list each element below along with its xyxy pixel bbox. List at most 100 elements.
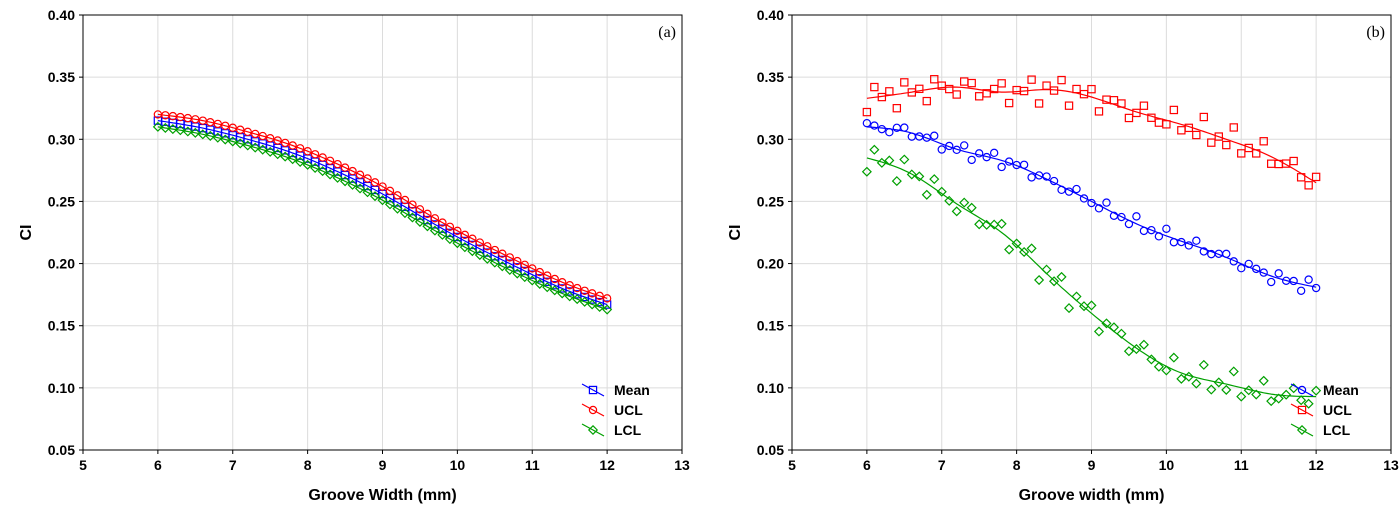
y-tick-label: 0.05 [757, 442, 784, 458]
data-point-ucl [1192, 130, 1201, 140]
data-point-lcl [519, 271, 530, 283]
data-point-lcl [272, 149, 283, 160]
data-point-ucl [1019, 86, 1029, 96]
data-point-lcl [362, 187, 373, 198]
x-tick-label: 6 [154, 457, 162, 473]
data-point-lcl [572, 294, 583, 305]
data-point-lcl [332, 172, 343, 183]
data-point-lcl [167, 124, 178, 135]
data-point-lcl [504, 264, 515, 275]
data-point-lcl [602, 304, 613, 315]
data-point-lcl [1251, 389, 1262, 400]
data-point-lcl [884, 155, 895, 166]
x-tick-label: 11 [525, 457, 540, 473]
data-point-lcl [407, 212, 418, 223]
data-point-mean [1049, 176, 1059, 186]
data-point-lcl [1221, 384, 1232, 395]
data-point-ucl [982, 89, 991, 98]
data-point-ucl [892, 104, 902, 113]
data-point-ucl [348, 166, 357, 176]
data-point-lcl [1071, 291, 1082, 302]
data-point-ucl [408, 200, 417, 209]
series-line-lcl [157, 126, 608, 311]
data-point-lcl [587, 299, 598, 310]
x-tick-label: 6 [863, 457, 871, 473]
data-point-ucl [415, 205, 425, 214]
data-point-ucl [1139, 101, 1149, 110]
x-tick-label: 13 [1383, 457, 1399, 473]
data-point-lcl [190, 127, 201, 138]
data-point-ucl [498, 249, 507, 258]
data-point-lcl [1273, 393, 1284, 404]
x-tick-label: 7 [938, 457, 946, 473]
data-point-ucl [1079, 89, 1089, 99]
data-point-mean [862, 118, 872, 128]
data-point-mean [1064, 187, 1074, 196]
data-point-mean [1184, 241, 1194, 250]
data-point-lcl [384, 199, 396, 210]
series-line-mean [866, 126, 1317, 288]
y-tick-label: 0.15 [757, 318, 784, 334]
data-point-lcl [302, 159, 313, 170]
y-tick-label: 0.30 [757, 131, 784, 147]
data-point-lcl [594, 301, 605, 313]
panel-label: (a) [658, 24, 676, 41]
data-point-ucl [900, 78, 909, 87]
legend-line-ucl [581, 403, 605, 417]
x-tick-label: 12 [1308, 457, 1324, 473]
data-point-ucl [1117, 99, 1126, 108]
data-point-mean [1252, 264, 1261, 274]
data-point-mean [1154, 232, 1164, 241]
data-point-lcl [512, 268, 523, 279]
data-point-ucl [460, 230, 470, 240]
chart-panel-b: 5 6 7 8 9 10 11 12 13 0.05 0.10 0.15 0.20 0.25 0.30 0.3… [727, 7, 1399, 504]
data-point-ucl [1244, 143, 1253, 153]
data-point-lcl [921, 189, 932, 200]
data-point-mean [945, 141, 954, 151]
data-point-ucl [915, 84, 924, 94]
data-point-mean [1079, 194, 1089, 203]
data-point-lcl [317, 166, 328, 177]
x-tick-label: 9 [1088, 457, 1096, 473]
data-point-mean [1311, 283, 1321, 293]
data-point-ucl [1237, 149, 1246, 158]
data-point-ucl [535, 267, 544, 277]
data-point-lcl [1049, 276, 1060, 287]
data-point-lcl [354, 183, 366, 194]
data-point-mean [967, 155, 976, 165]
data-point-lcl [861, 166, 872, 177]
data-point-mean [877, 124, 887, 134]
y-tick-label: 0.40 [757, 7, 784, 23]
data-point-ucl [340, 163, 350, 172]
data-point-ucl [997, 79, 1006, 88]
data-point-mean [1004, 157, 1014, 166]
data-point-ucl [945, 84, 954, 94]
data-point-mean [1132, 212, 1141, 221]
data-point-lcl [287, 154, 298, 165]
data-point-ucl [1184, 123, 1194, 133]
series-line-ucl [157, 113, 608, 299]
data-point-ucl [1289, 156, 1298, 166]
data-point-ucl [430, 214, 440, 223]
data-point-lcl [1168, 352, 1179, 363]
data-point-lcl [1243, 385, 1254, 396]
data-point-lcl [1266, 396, 1277, 407]
x-tick-label: 9 [379, 457, 387, 473]
data-point-lcl [564, 291, 575, 302]
data-point-ucl [1259, 137, 1268, 146]
data-point-lcl [981, 219, 992, 230]
data-point-lcl [444, 233, 455, 245]
data-point-lcl [1093, 326, 1105, 337]
data-point-ucl [310, 150, 320, 159]
y-tick-label: 0.30 [48, 131, 75, 147]
data-point-ucl [206, 117, 215, 127]
data-point-lcl [929, 174, 940, 185]
data-point-lcl [1258, 375, 1269, 386]
data-point-mean [1296, 286, 1306, 295]
legend-label-ucl: UCL [1323, 402, 1352, 418]
data-point-mean [1162, 224, 1171, 233]
data-point-ucl [572, 283, 582, 293]
data-point-lcl [869, 144, 880, 155]
data-point-mean [1192, 236, 1201, 245]
data-point-ucl [877, 92, 887, 102]
